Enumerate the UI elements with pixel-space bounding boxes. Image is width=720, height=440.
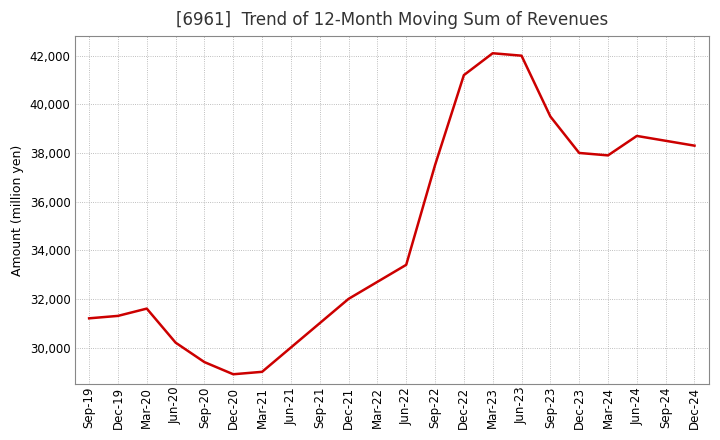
Title: [6961]  Trend of 12-Month Moving Sum of Revenues: [6961] Trend of 12-Month Moving Sum of R…: [176, 11, 608, 29]
Y-axis label: Amount (million yen): Amount (million yen): [11, 144, 24, 276]
